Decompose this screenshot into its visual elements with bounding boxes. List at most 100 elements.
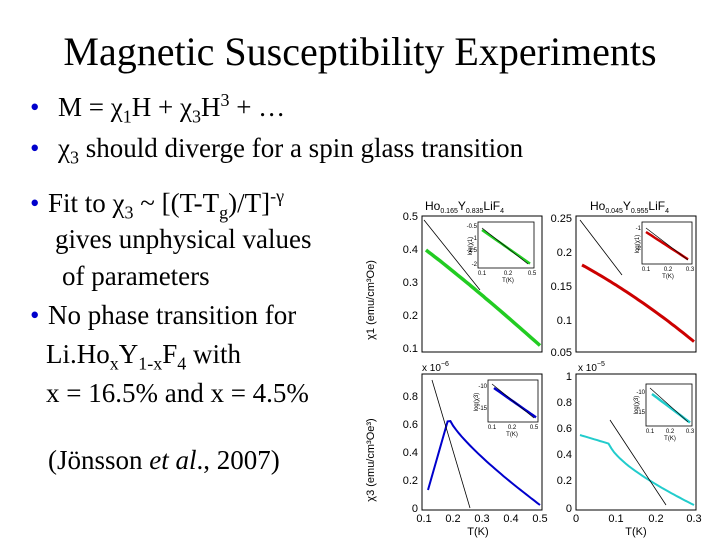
tick-label: 0.2	[557, 475, 572, 487]
xlabel-left: T(K)	[467, 526, 488, 538]
tick-label: 0	[412, 503, 418, 515]
text: ~ [(T-T	[133, 188, 220, 218]
tick-label: 0.5	[532, 513, 547, 525]
tick-label: 0.2	[445, 513, 460, 525]
subscript: 3	[69, 147, 79, 168]
tick-label: 0.1	[403, 343, 418, 355]
fit-line	[609, 419, 667, 506]
bullet-dot: •	[30, 92, 40, 122]
svg-text:T(K): T(K)	[664, 436, 676, 442]
text: Fit to	[48, 188, 113, 218]
panel-b-title: Ho0.045Y0.955LiF4	[590, 199, 669, 215]
text: No phase transition for	[48, 300, 297, 330]
superscript: 3	[220, 90, 230, 110]
tick-label: 0.2	[403, 475, 418, 487]
subscript: 3	[191, 106, 201, 127]
svg-text:-0.5: -0.5	[467, 224, 478, 230]
bullet-dot: •	[30, 300, 40, 330]
fit-line	[431, 379, 471, 509]
svg-text:T(K): T(K)	[662, 274, 674, 280]
panel-d-xticks: 0 0.1 0.2 0.3	[573, 513, 702, 525]
text: (Jönsson	[48, 445, 150, 475]
subscript: 4	[177, 353, 187, 374]
fit-line	[423, 219, 481, 291]
data-series-blue	[427, 420, 541, 506]
svg-text:-10: -10	[636, 390, 645, 396]
tick-label: 0	[566, 503, 572, 515]
text: Y	[118, 339, 139, 369]
svg-text:0.1: 0.1	[642, 267, 651, 273]
text: with	[186, 339, 242, 369]
svg-text:0.5: 0.5	[528, 271, 537, 277]
svg-text:-2: -2	[636, 246, 642, 252]
tick-label: 0.1	[557, 315, 572, 327]
ylabel-chi1: χ1 (emu/cm³Oe)	[365, 260, 377, 340]
citation: (Jönsson et al., 2007)	[48, 445, 280, 476]
svg-text:T(K): T(K)	[506, 432, 518, 438]
tick-label: 0.1	[608, 513, 623, 525]
ylabel-chi3: χ3 (emu/cm³Oe³)	[365, 418, 377, 501]
svg-text:0.1: 0.1	[478, 271, 487, 277]
xlabel-right: T(K)	[625, 526, 646, 538]
svg-text:0.2: 0.2	[508, 425, 517, 431]
panel-c-xticks: 0.1 0.2 0.3 0.4 0.5	[416, 513, 547, 525]
svg-text:-2: -2	[472, 262, 478, 268]
svg-text:-15: -15	[636, 410, 645, 416]
svg-text:-1: -1	[636, 226, 642, 232]
tick-label: 0.4	[403, 447, 418, 459]
panel-a-frame	[421, 215, 543, 353]
text: F	[162, 339, 178, 369]
bullet-fit: • Fit to χ3 ~ [(T-Tg)/T]-γ	[30, 186, 284, 223]
subscript: g	[219, 202, 229, 223]
bullet-no-transition: • No phase transition for	[30, 300, 296, 331]
inset-a: log(χ1) -0.5 -1 -1.5 -2 0.1 0.2 0.5 T(K)	[467, 221, 537, 284]
tick-label: 0.2	[403, 310, 418, 322]
svg-text:T(K): T(K)	[502, 278, 514, 284]
svg-text:0.3: 0.3	[686, 267, 695, 273]
tick-label: 0.05	[551, 347, 572, 359]
tick-label: 0.6	[403, 419, 418, 431]
svg-text:0.2: 0.2	[666, 429, 675, 435]
svg-text:-1.5: -1.5	[467, 248, 478, 254]
tick-label: 0.3	[403, 277, 418, 289]
panel-a-title: Ho0.165Y0.835LiF4	[425, 199, 504, 215]
data-series-red	[581, 263, 695, 343]
svg-text:0.5: 0.5	[530, 425, 539, 431]
text: H	[200, 92, 221, 122]
svg-text:-15: -15	[478, 406, 487, 412]
slide-title: Magnetic Susceptibility Experiments	[63, 29, 657, 74]
svg-text:log(χ1): log(χ1)	[635, 235, 641, 254]
chi-symbol: χ	[110, 92, 123, 122]
subscript: x	[109, 353, 119, 374]
text: ., 2007)	[196, 445, 280, 475]
svg-text:log(χ3): log(χ3)	[474, 393, 480, 412]
tick-label: 1	[566, 371, 572, 383]
tick-label: 0	[573, 513, 579, 525]
inset-b: log(χ1) -1 -2 0.1 0.2 0.3 T(K)	[635, 221, 695, 280]
tick-label: 0.5	[403, 211, 418, 223]
data-series-cyan	[579, 434, 695, 506]
tick-label: 0.8	[403, 391, 418, 403]
svg-text:0.1: 0.1	[488, 425, 497, 431]
bullet-dot: •	[30, 133, 40, 163]
tick-label: 0.1	[416, 513, 431, 525]
fit-line	[579, 219, 623, 276]
tick-label: 0.2	[557, 247, 572, 259]
panel-d-frame	[575, 373, 697, 511]
fit-line-3: of parameters	[62, 261, 210, 291]
tick-label: 0.4	[557, 449, 572, 461]
tick-label: 0.3	[474, 513, 489, 525]
tick-label: 0.8	[557, 397, 572, 409]
concentrations: x = 16.5% and x = 4.5%	[46, 378, 309, 408]
tick-label: 0.4	[503, 513, 518, 525]
chi-symbol: χ	[112, 188, 125, 218]
panel-b-frame	[575, 215, 697, 353]
tick-label: 0.25	[551, 213, 572, 225]
chi-symbol: χ	[58, 133, 70, 163]
svg-text:-1: -1	[472, 236, 478, 242]
scale-factor-left: x 10−6	[422, 361, 449, 374]
panel-c-frame	[421, 373, 543, 511]
bullet-chi3-diverge: • χ3 should diverge for a spin glass tran…	[30, 133, 523, 168]
compound-formula: Li.HoxY1-xF4 with	[46, 339, 241, 374]
svg-text:0.2: 0.2	[664, 267, 673, 273]
